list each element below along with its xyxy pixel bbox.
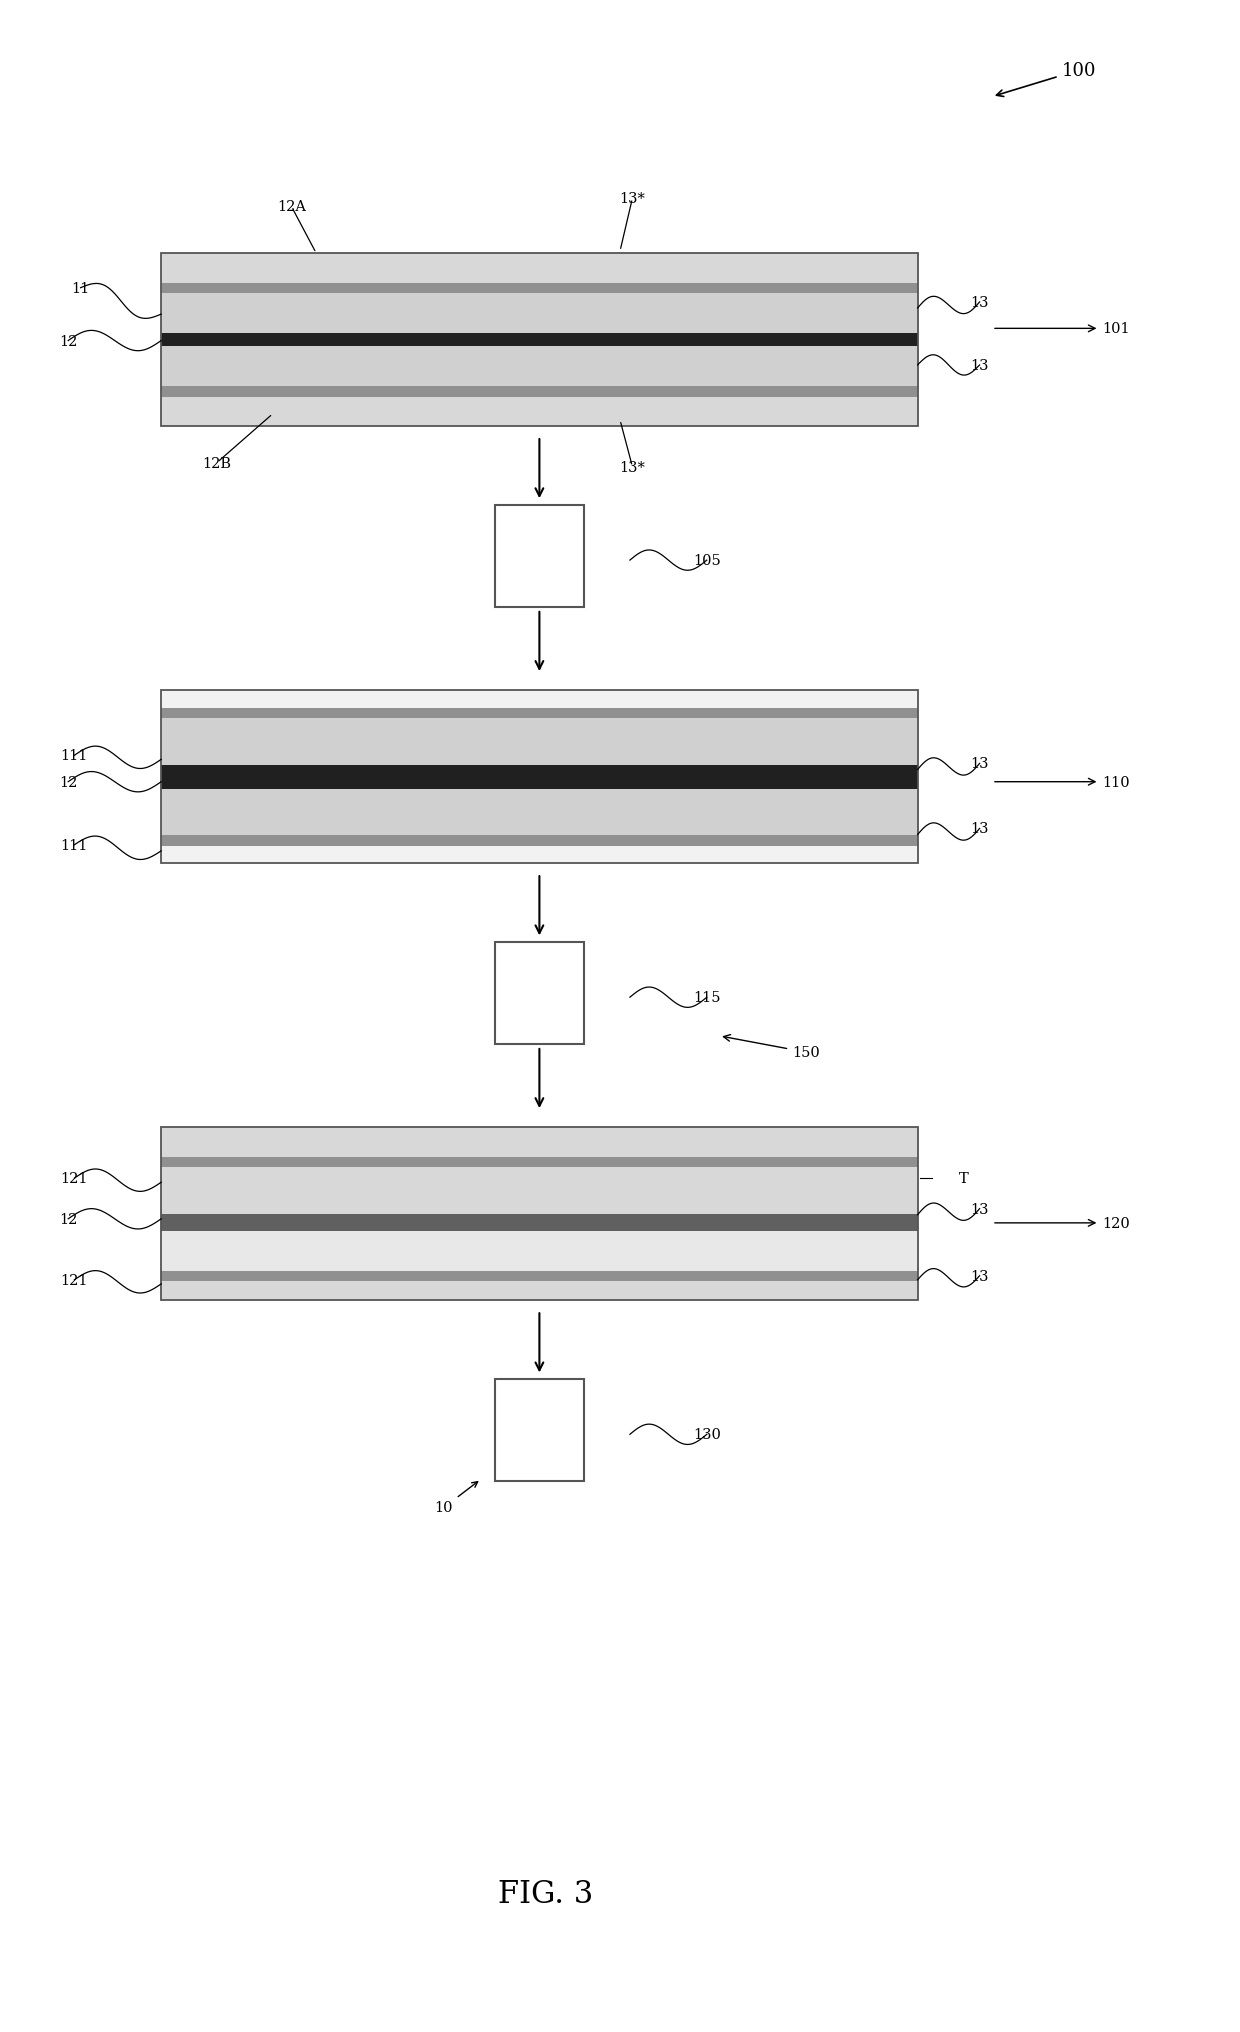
Text: 121: 121 [61, 1172, 88, 1185]
Text: 12: 12 [60, 335, 77, 347]
Text: 101: 101 [994, 323, 1130, 335]
Bar [161, 1156, 918, 1168]
Bar [161, 1282, 918, 1300]
Bar [161, 1272, 918, 1282]
Bar [161, 398, 918, 427]
Text: 13: 13 [971, 1270, 988, 1282]
Bar [161, 347, 918, 386]
Bar [495, 506, 584, 608]
Bar [161, 254, 918, 427]
Bar [161, 1128, 918, 1300]
Text: 12A: 12A [277, 201, 306, 213]
Bar [161, 333, 918, 347]
Text: 11: 11 [72, 282, 89, 295]
Bar [161, 719, 918, 766]
Text: 100: 100 [997, 63, 1096, 98]
Text: 120: 120 [994, 1217, 1130, 1229]
Text: 115: 115 [693, 992, 720, 1004]
Bar [161, 1213, 918, 1231]
Bar [161, 788, 918, 835]
Bar [161, 295, 918, 333]
Text: 121: 121 [61, 1274, 88, 1286]
Bar [161, 1231, 918, 1272]
Text: 13: 13 [971, 823, 988, 835]
Bar [161, 282, 918, 295]
Bar [161, 386, 918, 398]
Text: 130: 130 [693, 1428, 720, 1441]
Text: 13*: 13* [620, 461, 645, 473]
Text: 150: 150 [723, 1034, 820, 1059]
Text: 13: 13 [971, 1203, 988, 1215]
Bar [161, 835, 918, 847]
Text: T: T [959, 1172, 968, 1185]
Text: 13: 13 [971, 758, 988, 770]
Bar [161, 709, 918, 719]
Text: 111: 111 [61, 750, 88, 762]
Text: 110: 110 [994, 776, 1130, 788]
Text: FIG. 3: FIG. 3 [498, 1878, 593, 1910]
Text: 13*: 13* [620, 193, 645, 205]
Bar [495, 943, 584, 1044]
Bar [161, 847, 918, 864]
Text: 13: 13 [971, 360, 988, 372]
Bar [161, 691, 918, 709]
Text: 12: 12 [60, 1213, 77, 1225]
Bar [161, 254, 918, 284]
Bar [161, 691, 918, 864]
Bar [161, 1128, 918, 1158]
Bar [495, 1380, 584, 1481]
Text: 105: 105 [693, 555, 720, 567]
Text: 10: 10 [435, 1481, 477, 1514]
Text: 12B: 12B [202, 457, 232, 469]
Bar [161, 1168, 918, 1215]
Text: 111: 111 [61, 839, 88, 851]
Text: 12: 12 [60, 776, 77, 788]
Bar [161, 766, 918, 788]
Text: 13: 13 [971, 297, 988, 309]
